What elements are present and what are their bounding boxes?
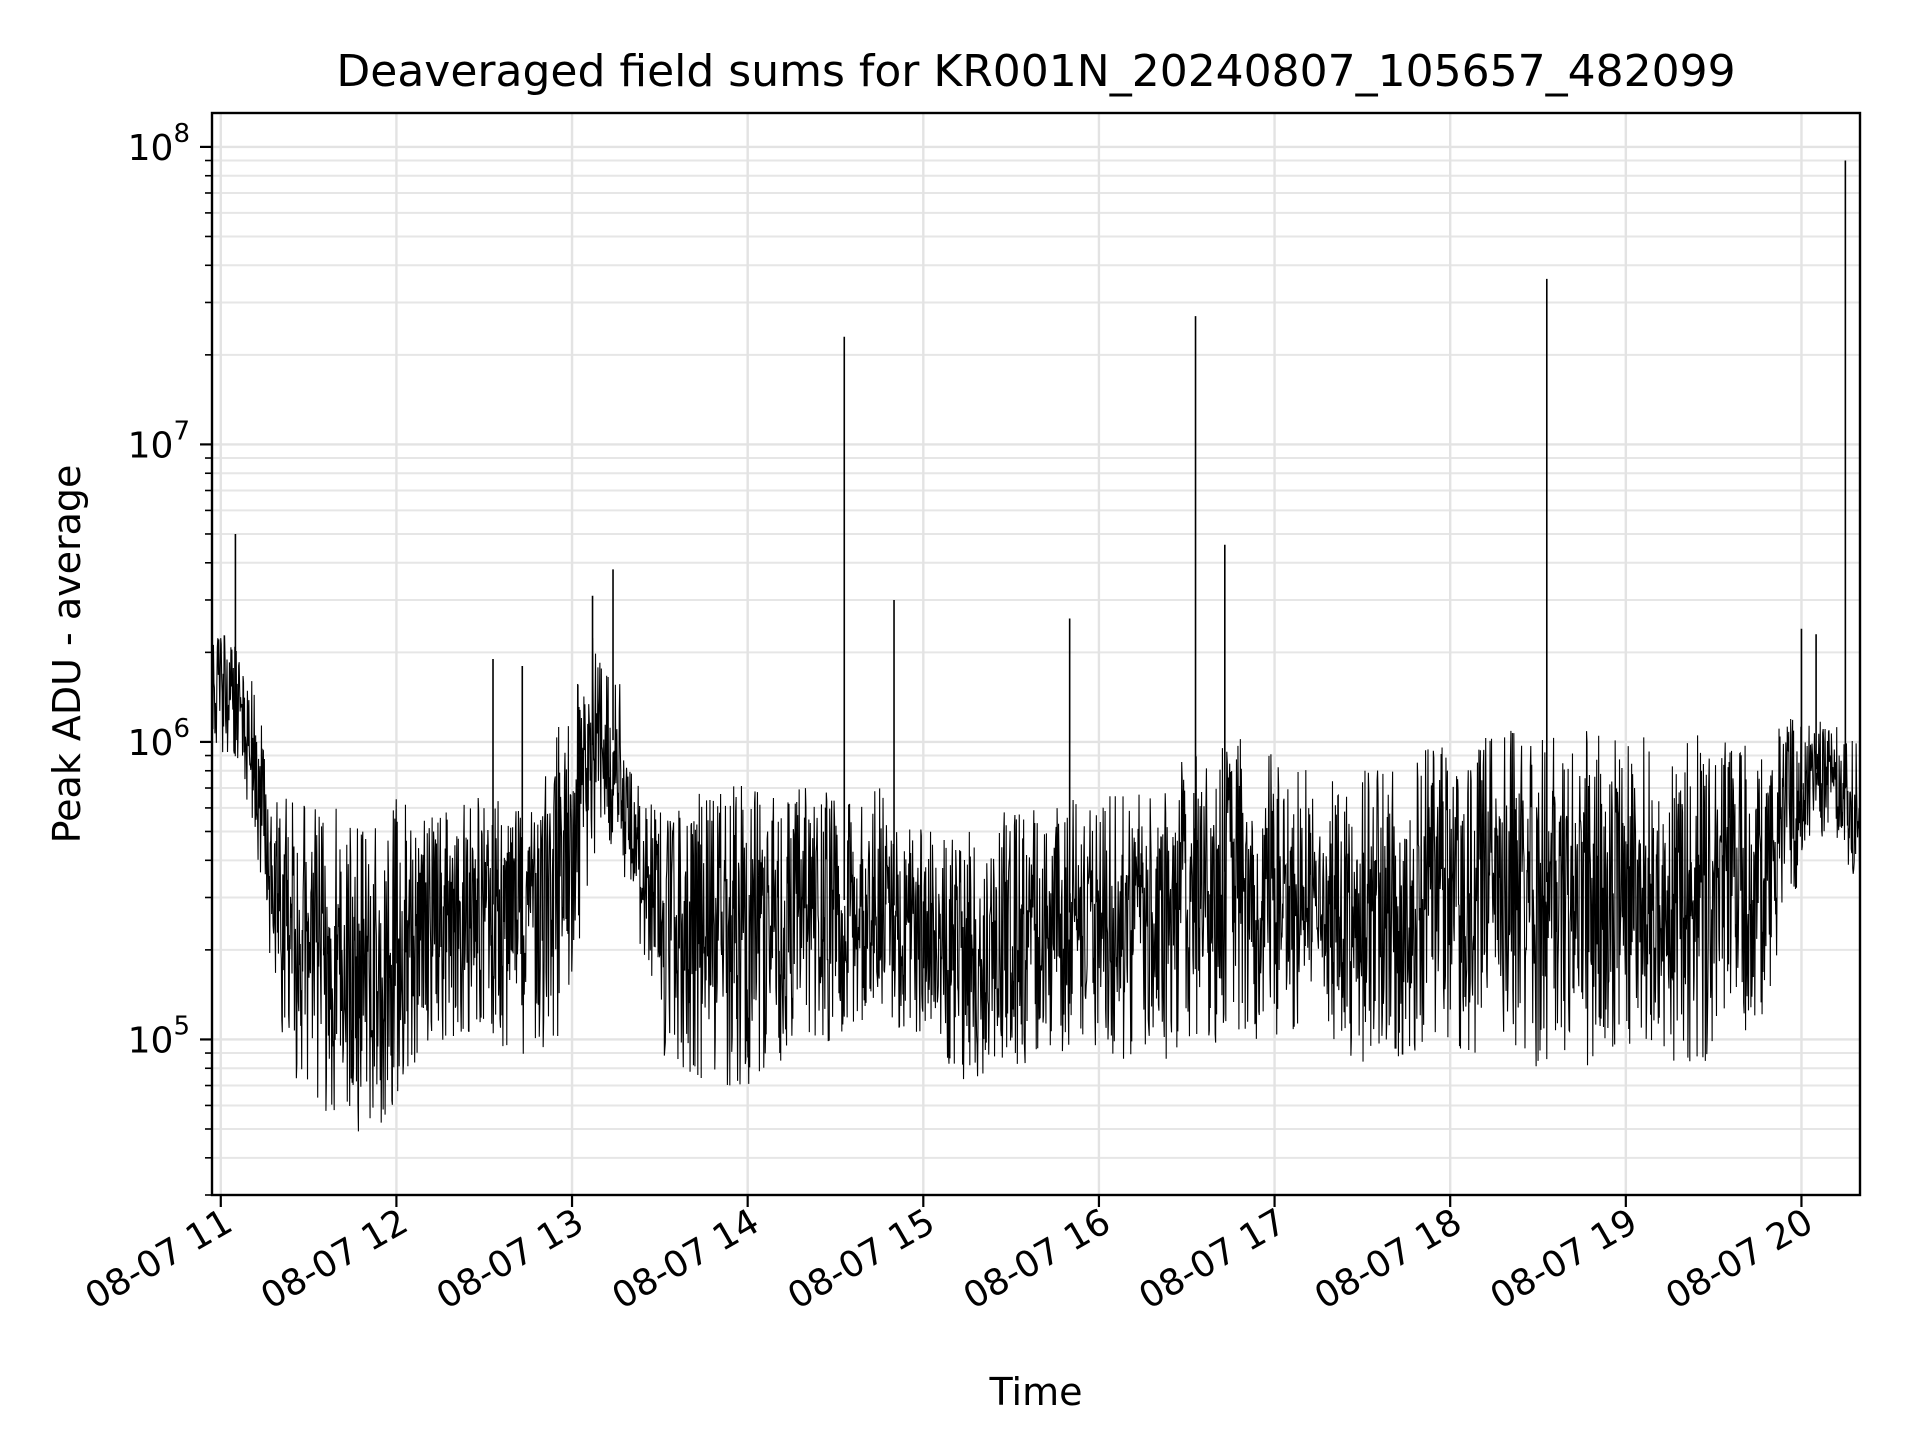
y-tick-base: 10: [128, 128, 174, 169]
y-tick-exponent: 6: [173, 714, 190, 744]
y-tick-base: 10: [128, 425, 174, 466]
y-tick-base: 10: [128, 1020, 174, 1061]
series-line: [212, 635, 1860, 1132]
y-tick-label: 105: [128, 1011, 190, 1061]
y-tick-base: 10: [128, 723, 174, 764]
spike-group: [234, 160, 1847, 920]
y-tick-label: 108: [128, 119, 190, 169]
chart-title: Deaveraged field sums for KR001N_2024080…: [336, 46, 1735, 97]
y-tick-exponent: 8: [173, 119, 190, 149]
x-axis-label: Time: [989, 1370, 1083, 1414]
y-tick-exponent: 7: [173, 416, 190, 446]
y-axis-label: Peak ADU - average: [45, 465, 89, 844]
y-tick-label: 107: [128, 416, 190, 466]
y-tick-exponent: 5: [173, 1011, 190, 1041]
plot-frame: [210, 111, 1862, 1197]
plot-area: [212, 160, 1860, 1132]
y-tick-label: 106: [128, 714, 190, 764]
